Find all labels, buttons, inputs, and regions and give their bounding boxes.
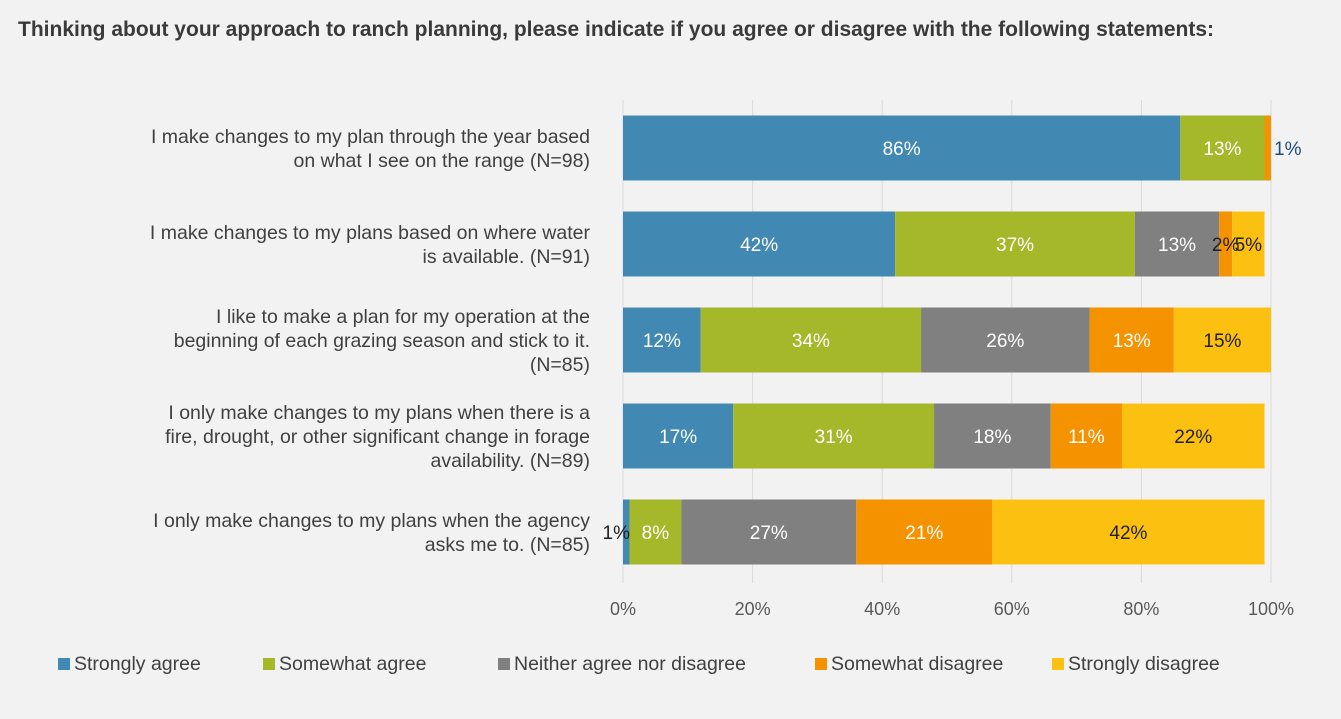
data-label: 17% xyxy=(659,427,697,448)
bar-segment xyxy=(1089,307,1174,373)
bar-segment xyxy=(700,307,922,373)
data-label: 1% xyxy=(603,523,631,544)
bar-segment xyxy=(1173,307,1271,373)
data-label: 42% xyxy=(1109,523,1147,544)
data-label: 8% xyxy=(642,523,670,544)
x-tick-label: 80% xyxy=(1123,599,1159,619)
x-tick-label: 20% xyxy=(735,599,771,619)
data-label: 12% xyxy=(643,331,681,352)
x-axis-ticks: 0% 20% 40% 60% 80% 100% xyxy=(610,599,1294,619)
bar-segment xyxy=(856,499,993,565)
data-label: 13% xyxy=(1158,235,1196,256)
data-label: 26% xyxy=(986,331,1024,352)
legend-swatch xyxy=(815,658,827,670)
legend-label: Somewhat agree xyxy=(279,653,426,675)
data-labels: 86% 13% 1% 42% 37% 13% 2%5% 12% 34% 26% 13% 15% 17% 3… xyxy=(603,139,1302,544)
category-label: beginning of each grazing season and sti… xyxy=(174,330,590,352)
bar-segment xyxy=(1232,211,1265,277)
data-label: 13% xyxy=(1203,139,1241,160)
legend-label: Strongly agree xyxy=(74,653,201,675)
legend-item: Neither agree nor disagree xyxy=(498,653,746,675)
bar-segment xyxy=(1180,115,1265,181)
data-label: 27% xyxy=(750,523,788,544)
x-tick-label: 60% xyxy=(994,599,1030,619)
legend-swatch xyxy=(1052,658,1064,670)
x-tick-label: 0% xyxy=(610,599,636,619)
data-label: 31% xyxy=(815,427,853,448)
bar-segment xyxy=(623,307,701,373)
legend-item: Somewhat disagree xyxy=(815,653,1003,675)
legend-item: Strongly disagree xyxy=(1052,653,1220,675)
legend-swatch xyxy=(498,658,510,670)
data-label: 1% xyxy=(1274,139,1302,160)
data-label: 37% xyxy=(996,235,1034,256)
bar-segment xyxy=(1219,211,1233,277)
bar-segment xyxy=(623,403,734,469)
category-label: availability. (N=89) xyxy=(431,450,591,472)
bar-segment xyxy=(1121,403,1265,469)
data-label: 5% xyxy=(1235,235,1263,256)
bar-segment xyxy=(623,211,896,277)
bar-segment xyxy=(623,499,630,565)
x-tick-label: 40% xyxy=(864,599,900,619)
bar-segment xyxy=(629,499,682,565)
category-label: I make changes to my plan through the ye… xyxy=(151,126,590,148)
data-label: 21% xyxy=(905,523,943,544)
category-labels: I make changes to my plan through the ye… xyxy=(150,126,591,556)
bar-segment xyxy=(1050,403,1122,469)
bar-segment xyxy=(1264,115,1271,181)
data-label: 13% xyxy=(1113,331,1151,352)
bar-segment xyxy=(623,115,1181,181)
category-label: on what I see on the range (N=98) xyxy=(294,150,590,172)
legend-item: Somewhat agree xyxy=(263,653,426,675)
bar-segment xyxy=(992,499,1265,565)
bar-segment xyxy=(733,403,935,469)
category-label: I only make changes to my plans when the… xyxy=(153,510,590,532)
x-tick-label: 100% xyxy=(1248,599,1294,619)
data-label: 34% xyxy=(792,331,830,352)
category-label: I only make changes to my plans when the… xyxy=(168,402,590,424)
chart-title: Thinking about your approach to ranch pl… xyxy=(18,18,1214,41)
legend-swatch xyxy=(263,658,275,670)
data-label: 15% xyxy=(1203,331,1241,352)
bar-segment xyxy=(681,499,857,565)
category-label: I like to make a plan for my operation a… xyxy=(216,306,590,328)
legend-item: Strongly agree xyxy=(58,653,201,675)
data-label: 22% xyxy=(1174,427,1212,448)
bars xyxy=(623,115,1271,565)
legend-swatch xyxy=(58,658,70,670)
data-label: 18% xyxy=(973,427,1011,448)
data-label: 11% xyxy=(1068,427,1105,448)
bar-segment xyxy=(1134,211,1220,277)
category-label: is available. (N=91) xyxy=(423,246,590,268)
data-label: 42% xyxy=(740,235,778,256)
legend-label: Strongly disagree xyxy=(1068,653,1220,675)
category-label: asks me to. (N=85) xyxy=(425,534,590,556)
bar-segment xyxy=(934,403,1051,469)
category-label: I make changes to my plans based on wher… xyxy=(150,222,591,244)
category-label: (N=85) xyxy=(530,354,590,376)
category-label: fire, drought, or other significant chan… xyxy=(165,426,590,448)
data-label: 86% xyxy=(883,139,921,160)
legend-label: Somewhat disagree xyxy=(831,653,1003,675)
bar-segment xyxy=(895,211,1135,277)
legend-label: Neither agree nor disagree xyxy=(514,653,746,675)
legend: Strongly agree Somewhat agree Neither agre… xyxy=(58,653,1220,675)
bar-segment xyxy=(921,307,1090,373)
data-label: 2% xyxy=(1212,235,1240,256)
